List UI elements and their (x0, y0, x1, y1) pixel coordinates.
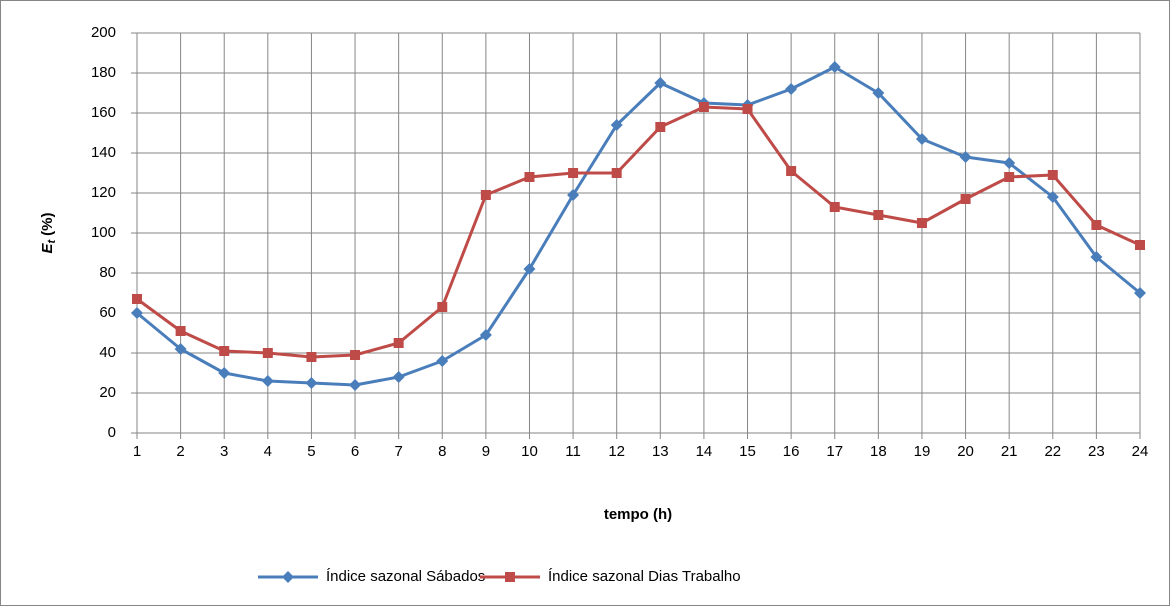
x-tick-label: 10 (521, 443, 538, 460)
legend-label: Índice sazonal Sábados (326, 568, 485, 585)
x-tick-label: 1 (133, 443, 141, 460)
y-tick-label: 180 (91, 64, 116, 81)
data-point (916, 218, 927, 228)
y-tick-label: 200 (91, 24, 116, 41)
x-tick-label: 8 (438, 443, 446, 460)
y-tick-label: 80 (99, 264, 116, 281)
x-tick-label: 24 (1132, 443, 1149, 460)
data-point (654, 77, 667, 89)
x-tick-label: 20 (957, 443, 974, 460)
data-point (132, 294, 142, 304)
x-tick-label: 7 (394, 443, 402, 460)
y-tick-label: 20 (99, 384, 116, 401)
data-point (306, 352, 317, 362)
data-point (1134, 287, 1146, 299)
y-tick-label: 60 (99, 304, 116, 321)
data-point (305, 377, 318, 389)
y-label-subscript: t (46, 238, 58, 243)
data-point (568, 168, 579, 178)
x-tick-label: 23 (1088, 443, 1105, 460)
data-point (1091, 220, 1102, 230)
data-point (828, 61, 841, 73)
data-point (174, 343, 187, 355)
data-point (611, 168, 622, 178)
data-point (655, 122, 666, 132)
data-point (262, 348, 273, 358)
x-tick-label: 12 (608, 443, 625, 460)
data-point (610, 119, 623, 131)
y-tick-label: 40 (99, 344, 116, 361)
data-point (350, 350, 361, 360)
data-point (915, 133, 928, 145)
y-axis-label: Et (%) (39, 212, 58, 253)
data-point (392, 371, 405, 383)
y-tick-label: 100 (91, 224, 116, 241)
data-point (349, 379, 362, 391)
x-tick-label: 6 (351, 443, 359, 460)
data-point (436, 355, 449, 367)
data-point (829, 202, 840, 212)
data-point (1047, 170, 1058, 180)
x-tick-label: 18 (870, 443, 887, 460)
x-tick-label: 16 (783, 443, 800, 460)
data-point (1004, 172, 1015, 182)
series-line (136, 105, 1141, 359)
data-point (131, 307, 143, 319)
x-tick-label: 21 (1001, 443, 1018, 460)
x-tick-label: 4 (264, 443, 272, 460)
data-point (960, 194, 971, 204)
data-point (219, 346, 230, 356)
data-point (261, 375, 274, 387)
legend-marker (282, 571, 294, 583)
x-tick-label: 22 (1044, 443, 1061, 460)
x-tick-label: 2 (176, 443, 184, 460)
data-point (786, 166, 797, 176)
data-point (872, 87, 885, 99)
data-point (959, 151, 972, 163)
y-tick-label: 0 (108, 424, 116, 441)
data-point (523, 263, 536, 275)
data-point (437, 302, 448, 312)
data-point (742, 104, 753, 114)
data-point (698, 102, 709, 112)
data-point (567, 189, 580, 201)
data-point (393, 338, 404, 348)
data-point (1090, 251, 1103, 263)
x-tick-label: 9 (482, 443, 490, 460)
x-tick-label: 13 (652, 443, 669, 460)
x-tick-label: 11 (565, 443, 581, 460)
y-label-symbol: E (39, 243, 56, 254)
legend-label: Índice sazonal Dias Trabalho (548, 568, 741, 585)
data-point (785, 83, 798, 95)
data-point (1135, 240, 1145, 250)
data-point (479, 329, 492, 341)
y-tick-label: 160 (91, 104, 116, 121)
x-axis-label: tempo (h) (604, 506, 672, 523)
data-point (1003, 157, 1016, 169)
series-line (136, 65, 1141, 387)
data-point (218, 367, 231, 379)
legend-marker (505, 572, 515, 582)
x-tick-label: 14 (696, 443, 713, 460)
data-point (175, 326, 186, 336)
y-tick-label: 140 (91, 144, 116, 161)
data-point (524, 172, 535, 182)
x-tick-label: 19 (914, 443, 931, 460)
data-point (873, 210, 884, 220)
data-point (1046, 191, 1059, 203)
data-point (480, 190, 491, 200)
y-label-unit: (%) (39, 212, 56, 235)
y-tick-label: 120 (91, 184, 116, 201)
x-tick-label: 3 (220, 443, 228, 460)
x-tick-label: 15 (739, 443, 756, 460)
x-tick-label: 5 (307, 443, 315, 460)
x-tick-label: 17 (826, 443, 843, 460)
